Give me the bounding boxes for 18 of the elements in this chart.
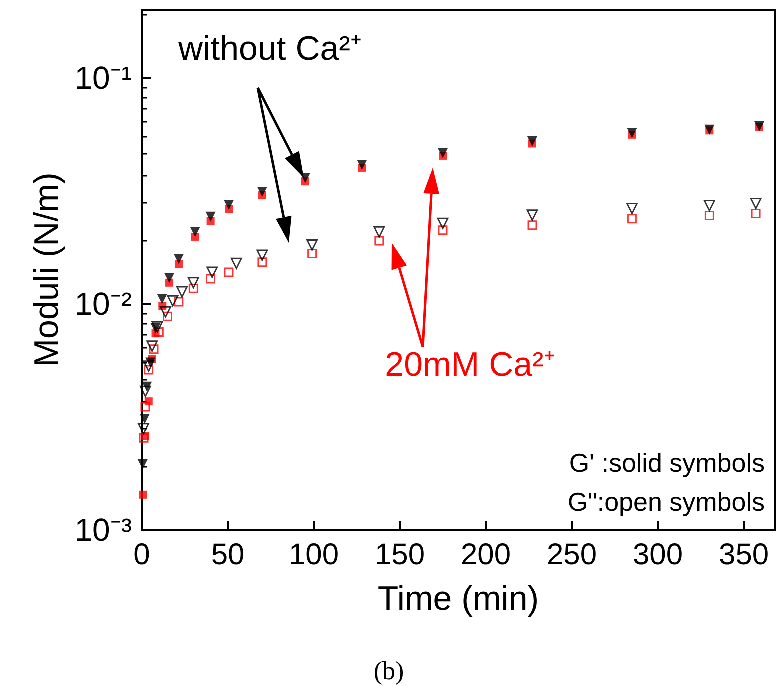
annotation: 20mM Ca²⁺: [385, 346, 555, 384]
x-tick-label: 250: [546, 538, 598, 572]
annotation: G' :solid symbols: [569, 448, 765, 478]
x-axis-title: Time (min): [378, 580, 540, 618]
y-tick-label: 10⁻¹: [74, 60, 132, 96]
y-axis-title: Moduli (N/m): [28, 172, 66, 368]
y-tick-label: 10⁻²: [74, 286, 132, 322]
x-tick-label: 0: [134, 538, 150, 572]
x-tick-label: 200: [460, 538, 512, 572]
x-tick-label: 100: [288, 538, 340, 572]
x-tick-label: 150: [374, 538, 426, 572]
annotation: G":open symbols: [568, 487, 765, 517]
annotation: without Ca²⁺: [178, 30, 362, 68]
x-tick-label: 350: [719, 538, 770, 572]
x-tick-label: 300: [633, 538, 684, 572]
x-tick-label: 50: [211, 538, 245, 572]
text: (b): [374, 656, 404, 686]
y-tick-label: 10⁻³: [74, 512, 132, 548]
